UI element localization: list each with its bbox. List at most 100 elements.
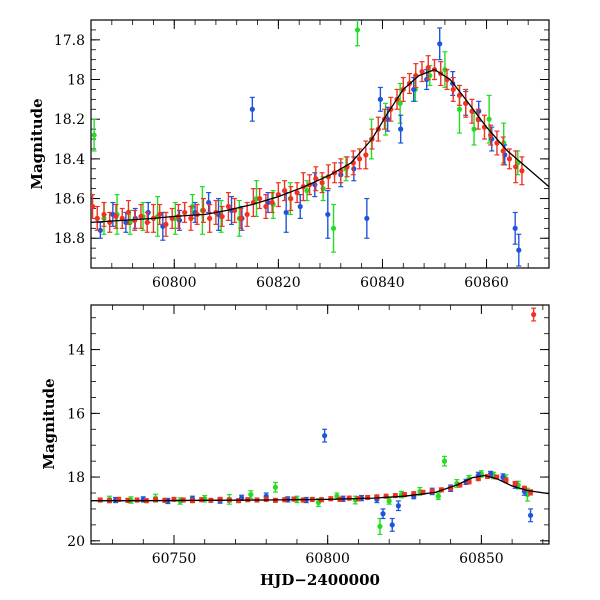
top-data-point (249, 96, 255, 122)
top-data-point (219, 205, 225, 227)
top-model-line (91, 68, 549, 224)
top-data-point (163, 211, 169, 237)
top-data-point (325, 190, 331, 239)
top-data-point (512, 211, 518, 245)
top-data-point (188, 205, 194, 231)
top-x-tick-label: 60860 (464, 275, 509, 291)
top-data-point (519, 156, 525, 186)
top-data-point (225, 192, 231, 221)
top-y-tick-label: 18.2 (54, 112, 85, 128)
top-data-point (206, 192, 212, 214)
bottom-panel-xlabel: HJD−2400000 (260, 571, 380, 589)
top-data-point (250, 188, 256, 218)
top-data-point (91, 193, 96, 219)
top-panel-frame (90, 19, 550, 269)
bottom-panel-ylabel: Magnitude (40, 378, 58, 469)
top-data-point (91, 118, 97, 152)
top-data-point (269, 192, 275, 214)
top-y-tick-label: 18.6 (54, 192, 85, 208)
top-y-tick-label: 17.8 (54, 33, 85, 49)
top-data-point (354, 20, 361, 47)
top-data-point (294, 182, 300, 204)
top-data-point (282, 180, 288, 202)
bottom-model-line (91, 474, 549, 502)
bottom-data-point (377, 517, 383, 536)
bottom-data-point (322, 428, 328, 443)
bottom-data-point (441, 455, 448, 467)
bottom-data-point (248, 490, 254, 500)
bottom-data-point (134, 497, 140, 503)
top-x-tick-label: 60820 (256, 275, 301, 291)
bottom-y-tick-label: 18 (67, 470, 85, 486)
bottom-data-point (97, 497, 103, 503)
bottom-panel-frame (90, 304, 550, 545)
top-data-point (437, 27, 443, 61)
top-data-point (200, 197, 207, 223)
top-panel-model-curve (91, 68, 549, 224)
top-data-point (176, 209, 183, 231)
top-data-point (494, 130, 500, 156)
bottom-panel-light-curve-full: 60750 60800 60850 14 16 18 20 Magnitude HJD−24… (40, 304, 550, 589)
bottom-data-point (531, 307, 537, 322)
top-x-tick-label: 60840 (360, 275, 405, 291)
top-data-point (238, 207, 244, 229)
bottom-y-tick-label: 16 (67, 406, 85, 422)
top-data-point (119, 207, 125, 229)
top-panel-axes: 60800 60820 60840 60860 17.8 18 18.2 18.4 18.6 18… (54, 20, 550, 291)
bottom-data-point (365, 494, 371, 501)
bottom-data-point (383, 493, 389, 499)
top-panel-ylabel: Magnitude (28, 98, 46, 189)
top-data-point (513, 150, 519, 184)
top-data-point (500, 136, 506, 166)
top-data-point (94, 205, 100, 231)
bottom-panel-axes: 60750 60800 60850 14 16 18 20 (67, 305, 549, 567)
bottom-data-point (389, 517, 395, 532)
top-y-tick-label: 18 (67, 73, 85, 89)
top-data-point (232, 197, 238, 223)
top-data-point (182, 201, 188, 223)
bottom-data-point (380, 508, 386, 520)
top-panel-light-curve-zoom: 60800 60820 60840 60860 17.8 18 18.2 18.4 18.6 18… (28, 19, 550, 291)
top-data-point (516, 233, 522, 267)
top-data-point (319, 172, 325, 194)
top-data-point (450, 76, 456, 102)
bottom-panel-model-curve (91, 474, 549, 502)
bottom-data-point (435, 492, 441, 500)
top-data-point (419, 61, 425, 83)
top-data-point (207, 203, 213, 233)
top-data-point (169, 207, 175, 229)
bottom-x-tick-label: 60850 (459, 551, 504, 567)
top-data-point (425, 55, 431, 81)
bottom-x-tick-label: 60750 (152, 551, 197, 567)
bottom-data-point (527, 508, 534, 523)
top-data-point (283, 192, 289, 233)
top-data-point (138, 203, 144, 229)
bottom-y-tick-label: 14 (67, 343, 85, 359)
top-x-tick-label: 60800 (152, 275, 197, 291)
top-data-point (288, 186, 294, 212)
bottom-data-point (152, 497, 159, 503)
top-data-point (257, 188, 263, 210)
bottom-data-point (171, 496, 177, 502)
bottom-data-point (512, 480, 518, 487)
top-data-point (471, 112, 477, 146)
bottom-data-point (386, 497, 392, 505)
bottom-data-point (272, 481, 279, 493)
top-data-point (398, 114, 404, 144)
bottom-y-tick-label: 20 (67, 534, 85, 550)
top-data-point (377, 86, 383, 112)
top-data-point (413, 63, 419, 89)
top-data-point (144, 211, 150, 233)
top-data-point (313, 166, 319, 192)
top-data-point (101, 201, 107, 227)
top-data-point (463, 88, 469, 118)
top-data-point (275, 182, 281, 208)
bottom-data-point (395, 500, 401, 512)
top-data-point (364, 197, 370, 239)
top-y-tick-label: 18.8 (54, 231, 85, 247)
top-data-point (157, 203, 163, 225)
bottom-x-tick-label: 60800 (305, 551, 350, 567)
top-data-point (263, 193, 269, 219)
top-panel-data-points (91, 20, 525, 267)
